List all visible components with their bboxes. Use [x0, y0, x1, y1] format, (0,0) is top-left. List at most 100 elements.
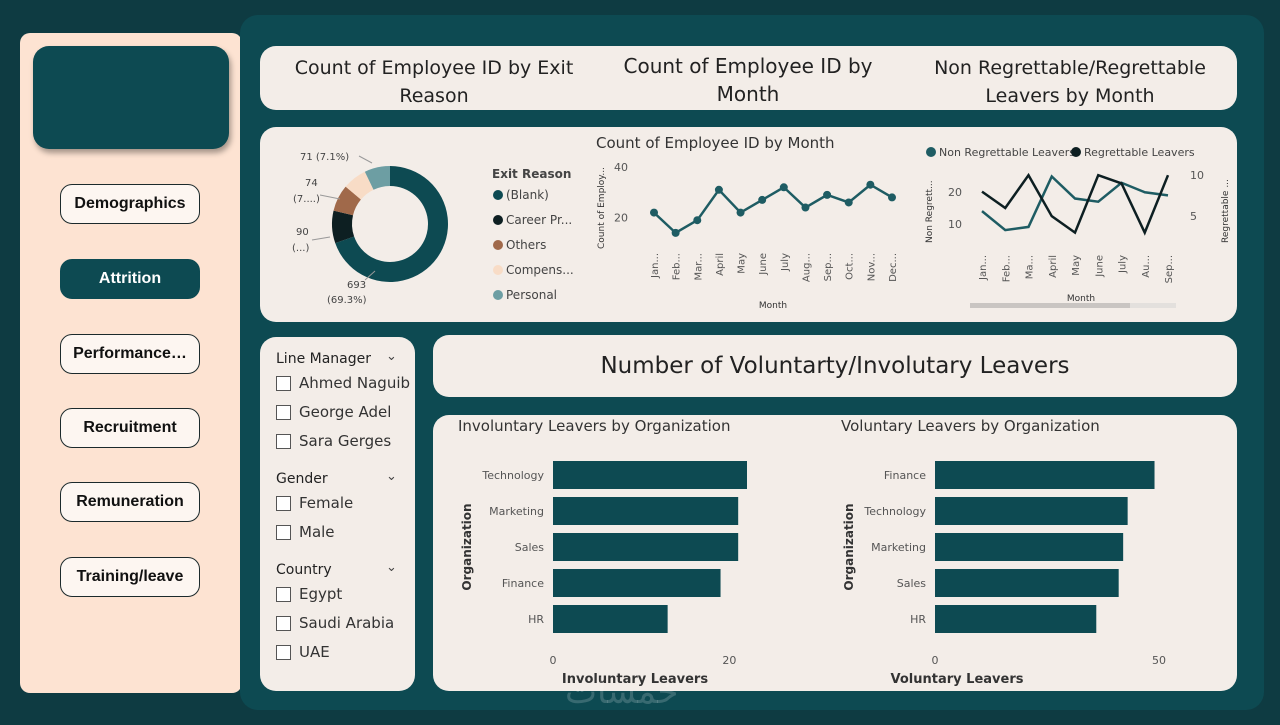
header-title-regrettable: Non Regrettable/Regrettable Leavers by M…	[934, 57, 1206, 107]
data-point[interactable]	[650, 208, 658, 217]
bar[interactable]	[553, 497, 739, 525]
data-point[interactable]	[888, 193, 896, 202]
category-label: Technology	[481, 469, 544, 482]
data-point[interactable]	[736, 208, 745, 217]
bar[interactable]	[553, 461, 747, 489]
nav-recruitment-button[interactable]: Recruitment	[60, 408, 200, 448]
x-tick-label: 0	[932, 654, 939, 667]
data-point[interactable]	[671, 228, 680, 237]
checkbox[interactable]	[276, 615, 291, 631]
donut-slice-4[interactable]	[364, 166, 390, 190]
x-tick-label: Sep...	[823, 253, 834, 281]
nav-attrition-button[interactable]: Attrition	[60, 259, 200, 299]
x-tick-label: July	[780, 253, 791, 272]
bar[interactable]	[935, 569, 1119, 597]
legend-entry: Regrettable Leavers	[1084, 146, 1195, 159]
bar[interactable]	[935, 605, 1097, 633]
chevron-down-icon[interactable]: ⌄	[386, 349, 397, 364]
monthly-chart-title: Count of Employee ID by Month	[596, 134, 835, 152]
slicer-item[interactable]: Female	[276, 494, 353, 512]
donut-legend-title: Exit Reason	[492, 167, 571, 181]
checkbox[interactable]	[276, 433, 291, 449]
slicer-item[interactable]: Sara Gerges	[276, 432, 391, 450]
nav-demographics-button[interactable]: Demographics	[60, 184, 200, 224]
slicer-item[interactable]: Male	[276, 523, 335, 541]
donut-slice-0[interactable]	[335, 166, 448, 282]
y-tick-label: 20	[614, 212, 628, 225]
x-tick-label: Dec...	[888, 253, 899, 282]
data-point[interactable]	[823, 190, 832, 199]
donut-slice-3[interactable]	[345, 171, 374, 200]
checkbox[interactable]	[276, 586, 291, 602]
bar[interactable]	[553, 605, 668, 633]
x-tick-label: May	[737, 253, 748, 274]
x-tick-label: 0	[550, 654, 557, 667]
checkbox[interactable]	[276, 644, 291, 660]
data-point[interactable]	[758, 195, 767, 204]
checkbox[interactable]	[276, 375, 291, 391]
bars-card: Involuntary Leavers by Organization Organ…	[433, 415, 1237, 691]
nav-training-leave-button[interactable]: Training/leave	[60, 557, 200, 597]
bar[interactable]	[935, 461, 1155, 489]
bar-chart-title: Voluntary Leavers by Organization	[841, 417, 1100, 435]
y-axis-label: Organization	[460, 503, 474, 590]
data-point[interactable]	[801, 203, 810, 212]
donut-slice-2[interactable]	[333, 186, 361, 216]
series-line-1[interactable]	[981, 172, 1170, 236]
bar[interactable]	[553, 533, 739, 561]
chevron-down-icon[interactable]: ⌄	[386, 469, 397, 484]
x-axis-label: Involuntary Leavers	[562, 672, 708, 687]
category-label: Marketing	[871, 541, 926, 554]
legend-entry: Compens...	[506, 263, 574, 277]
x-tick-label: Feb...	[672, 253, 683, 280]
slicer-item[interactable]: Saudi Arabia	[276, 614, 394, 632]
x-tick-label: Ma...	[1025, 255, 1036, 279]
bar[interactable]	[935, 533, 1124, 561]
scrollbar-thumb[interactable]	[970, 303, 1130, 308]
series-line-0[interactable]	[981, 174, 1169, 232]
legend-marker	[493, 265, 503, 275]
watermark: خمسات	[565, 672, 679, 712]
data-point[interactable]	[693, 216, 702, 225]
donut-slice-1[interactable]	[332, 210, 355, 244]
donut-label-blank-pct: (69.3%)	[327, 295, 367, 306]
y-axis-label: Non Regrett...	[925, 180, 935, 243]
x-tick-label: Mar...	[693, 253, 704, 281]
x-axis-label: Month	[759, 301, 787, 311]
checkbox[interactable]	[276, 495, 291, 511]
data-point[interactable]	[714, 185, 723, 194]
x-tick-label: Nov...	[866, 253, 877, 281]
checkbox[interactable]	[276, 524, 291, 540]
leavers-title-card: Number of Voluntarty/Involutary Leavers	[433, 335, 1237, 397]
bar-chart-title: Involuntary Leavers by Organization	[458, 417, 730, 435]
x-axis-label: Voluntary Leavers	[891, 672, 1024, 687]
category-label: HR	[910, 613, 926, 626]
x-tick-label: Sep...	[1164, 255, 1175, 283]
slicer-item[interactable]: Ahmed Naguib	[276, 374, 410, 392]
x-tick-label: Jan...	[978, 255, 989, 281]
data-point[interactable]	[844, 198, 853, 207]
bar[interactable]	[553, 569, 721, 597]
y-axis-label: Organization	[842, 503, 856, 590]
y-axis-label: Count of Employ...	[597, 167, 607, 249]
chevron-down-icon[interactable]: ⌄	[386, 560, 397, 575]
checkbox[interactable]	[276, 404, 291, 420]
category-label: HR	[528, 613, 544, 626]
slicer-item[interactable]: George Adel	[276, 403, 391, 421]
data-point[interactable]	[779, 183, 788, 192]
x-tick-label: June	[758, 253, 769, 276]
nav-remuneration-button[interactable]: Remuneration	[60, 482, 200, 522]
x-tick-label: May	[1071, 255, 1082, 276]
header-card: Count of Employee ID by Exit Reason Coun…	[260, 46, 1237, 110]
x-tick-label: April	[715, 253, 726, 276]
legend-marker	[1071, 147, 1081, 157]
slicer-item[interactable]: UAE	[276, 643, 330, 661]
charts-card: 71 (7.1%) 74 (7....) 90 (...) 693 (69.3%…	[260, 127, 1237, 322]
data-point[interactable]	[866, 180, 875, 189]
slicer-item[interactable]: Egypt	[276, 585, 342, 603]
nav-performance-button[interactable]: Performance…	[60, 334, 200, 374]
donut-label-compens-pct: (7....)	[293, 194, 320, 205]
x-tick-label: Au...	[1141, 255, 1152, 278]
sidebar: Demographics Attrition Performance… Recr…	[20, 33, 242, 693]
bar[interactable]	[935, 497, 1128, 525]
